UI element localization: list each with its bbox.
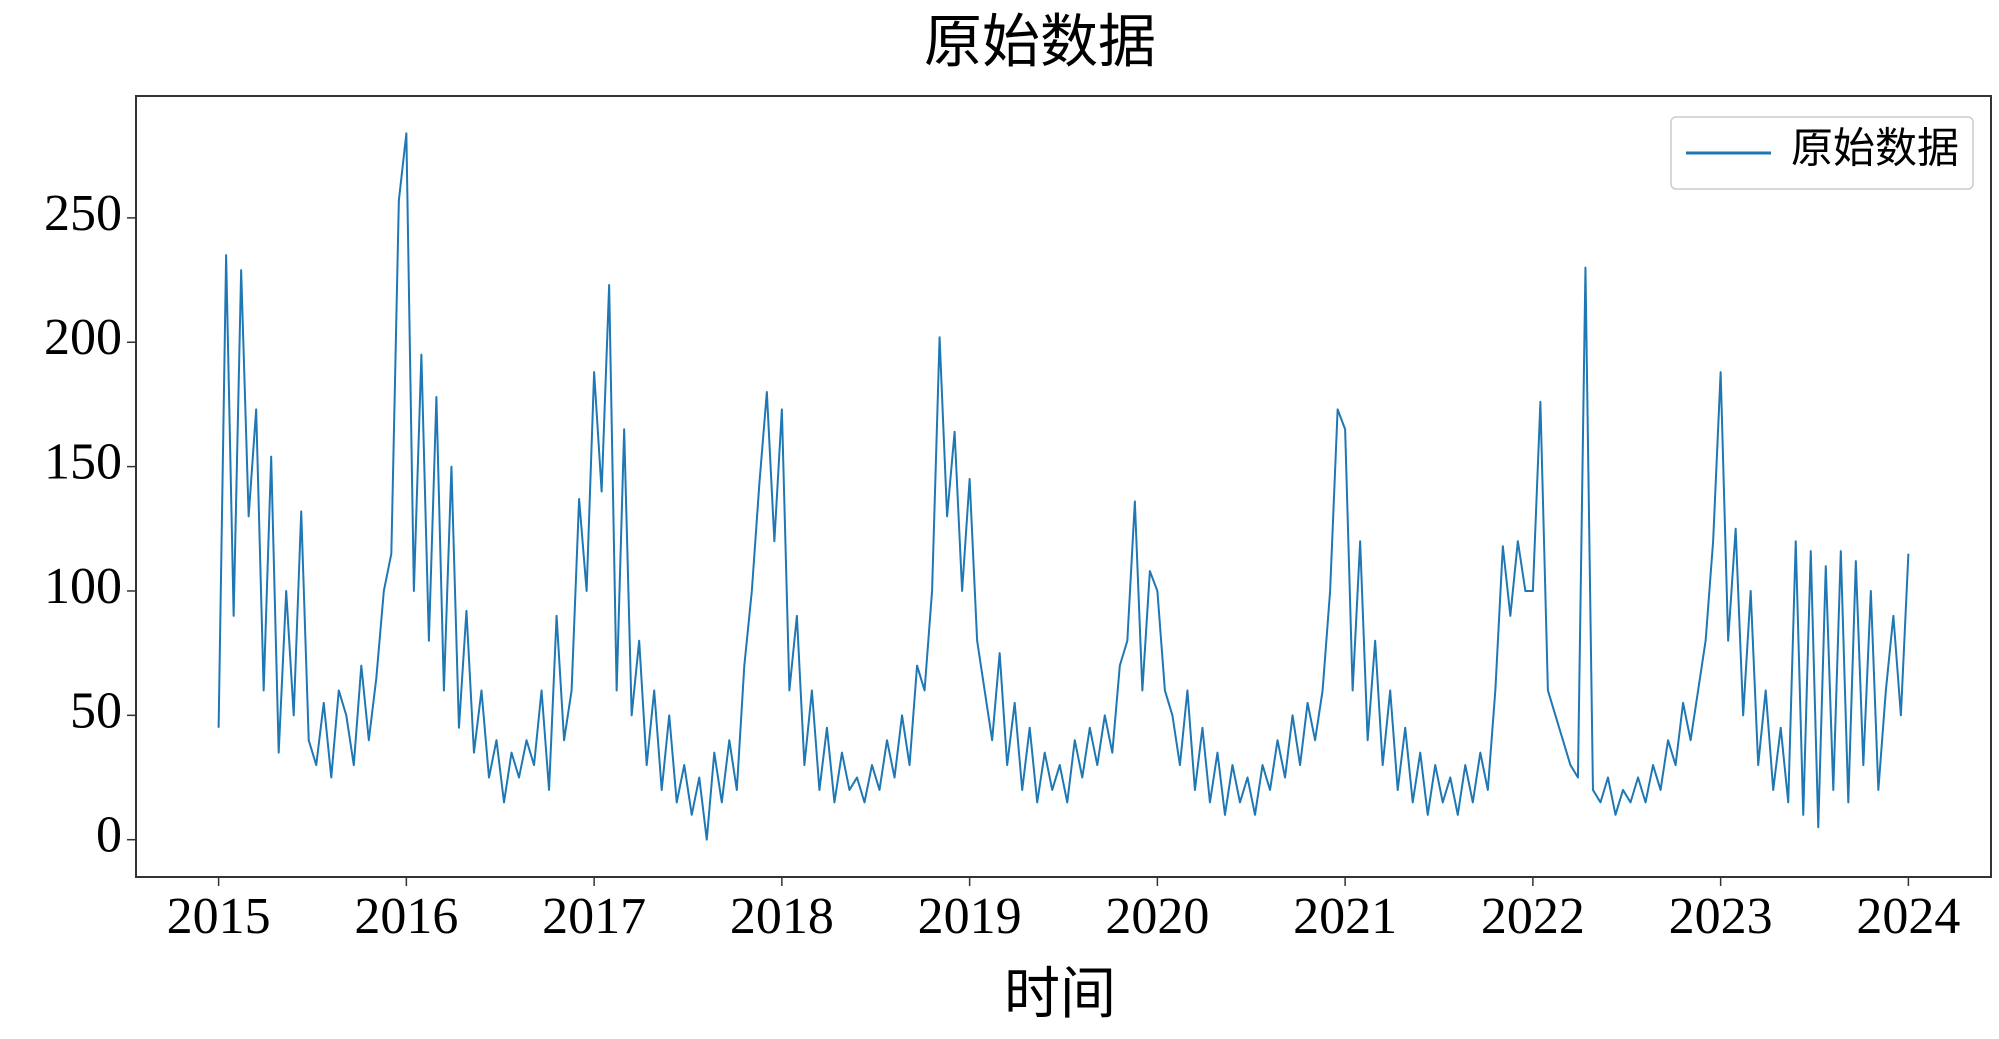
y-tick-label: 0 xyxy=(96,807,122,864)
x-tick-label: 2020 xyxy=(1105,888,1209,945)
chart-title: 原始数据 xyxy=(924,9,1156,74)
y-tick-label: 250 xyxy=(44,185,122,242)
y-tick-label: 100 xyxy=(44,558,122,615)
legend-box xyxy=(1670,116,1974,190)
x-tick-label: 2019 xyxy=(918,888,1022,945)
plot-frame xyxy=(135,95,1992,878)
x-tick-label: 2024 xyxy=(1856,888,1960,945)
y-tick-label: 200 xyxy=(44,309,122,366)
x-tick-label: 2022 xyxy=(1481,888,1585,945)
x-tick-label: 2017 xyxy=(542,888,646,945)
x-tick-label: 2016 xyxy=(354,888,458,945)
x-tick-label: 2023 xyxy=(1669,888,1773,945)
x-axis-label: 时间 xyxy=(1004,964,1116,1026)
y-tick-label: 150 xyxy=(44,434,122,491)
x-tick-label: 2015 xyxy=(167,888,271,945)
legend-label: 原始数据 xyxy=(1791,127,1959,173)
x-tick-label: 2021 xyxy=(1293,888,1397,945)
x-tick-label: 2018 xyxy=(730,888,834,945)
data-line xyxy=(217,132,1910,841)
y-tick-label: 50 xyxy=(70,682,122,739)
